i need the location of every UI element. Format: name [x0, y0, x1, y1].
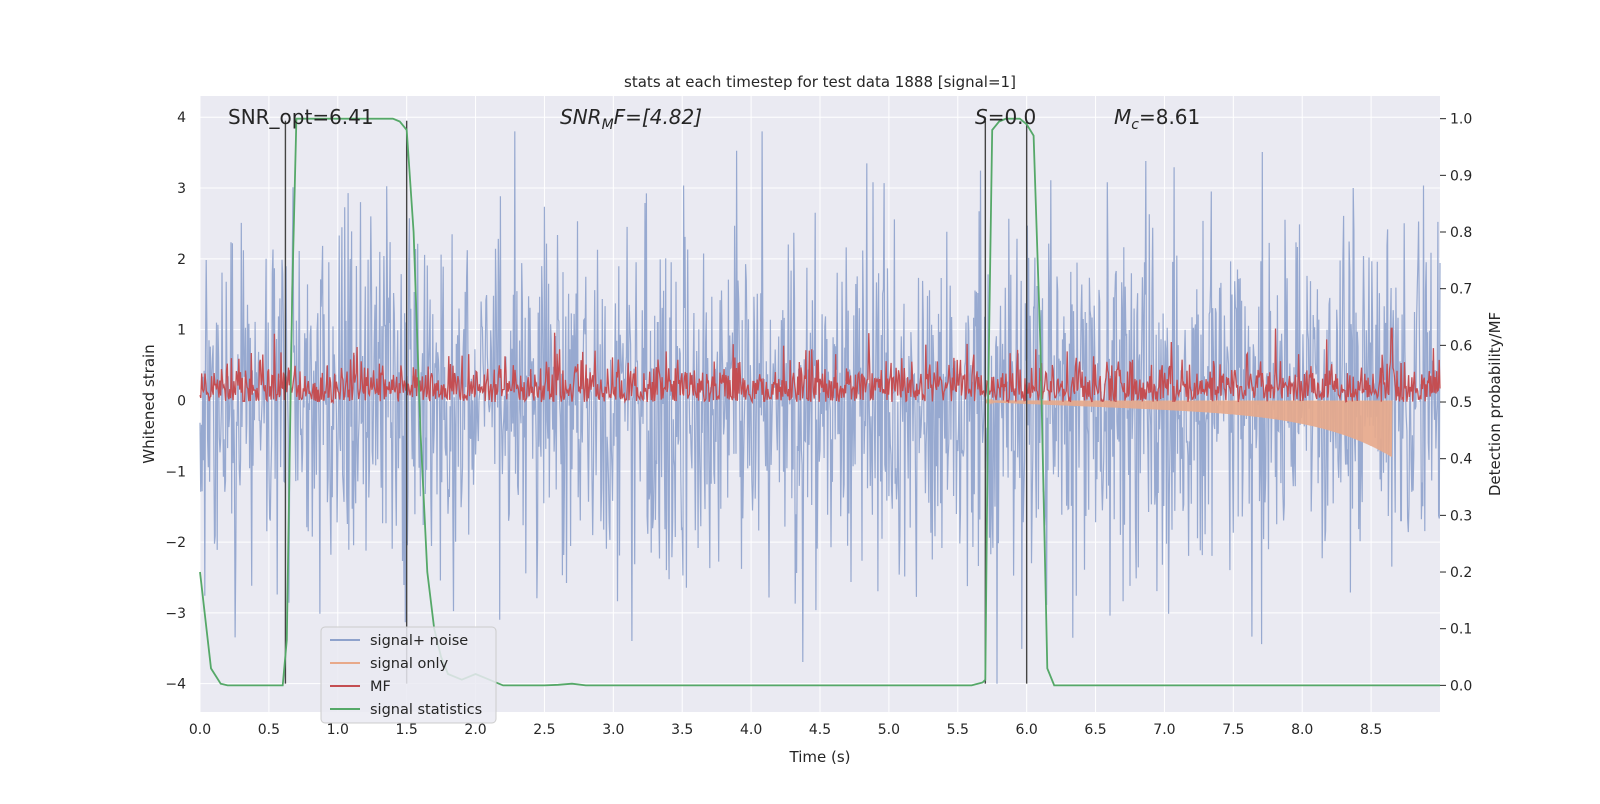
x-tick-label: 8.5	[1360, 722, 1382, 738]
y-tick-label-left: 2	[177, 252, 186, 268]
x-tick-label: 6.5	[1084, 722, 1106, 738]
y-tick-label-right: 0.8	[1450, 225, 1472, 241]
x-tick-label: 5.0	[878, 722, 900, 738]
svg-text:signal only: signal only	[370, 656, 449, 672]
legend: signal+ noise signal only MF signal stat…	[320, 626, 497, 724]
x-ticks: 0.0 0.5 1.0 1.5 2.0 2.5 3.0 3.5 4.0 4.5 5.0 5.5 6.0 6…	[189, 722, 1382, 738]
x-tick-label: 1.5	[396, 722, 418, 738]
x-tick-label: 7.0	[1153, 722, 1175, 738]
y-ticks-left: 4 3 2 1 0 −1 −2 −3 −4	[165, 110, 186, 692]
annotation-snr-opt: SNR_opt=6.41	[228, 105, 374, 129]
x-tick-label: 4.0	[740, 722, 762, 738]
x-tick-label: 8.0	[1291, 722, 1313, 738]
y-tick-label-right: 0.5	[1450, 395, 1472, 411]
x-axis-label: Time (s)	[789, 748, 851, 766]
y-axis-label-right: Detection probability/MF	[1486, 312, 1504, 496]
y-tick-label-right: 1.0	[1450, 112, 1472, 128]
x-tick-label: 5.5	[947, 722, 969, 738]
annotation-mc: Mc=8.61	[1114, 105, 1200, 133]
annotation-snr-mf: SNRMF=[4.82]	[560, 105, 702, 133]
y-tick-label-left: −3	[165, 606, 186, 622]
x-tick-label: 0.5	[258, 722, 280, 738]
y-axis-label-left: Whitened strain	[140, 344, 158, 463]
legend-item-signal-statistics: signal statistics	[330, 702, 482, 718]
x-tick-label: 7.5	[1222, 722, 1244, 738]
legend-item-mf: MF	[330, 679, 391, 695]
y-tick-label-right: 0.9	[1450, 168, 1472, 184]
legend-item-signal-only: signal only	[330, 656, 449, 672]
y-tick-label-right: 0.3	[1450, 508, 1472, 524]
y-tick-label-right: 0.4	[1450, 452, 1472, 468]
x-tick-label: 3.5	[671, 722, 693, 738]
y-tick-label-right: 0.2	[1450, 565, 1472, 581]
y-tick-label-left: 1	[177, 323, 186, 339]
vertical-markers	[284, 120, 1028, 684]
y-tick-label-left: −4	[165, 677, 186, 693]
y-ticks-right: 1.0 0.9 0.8 0.7 0.6 0.5 0.4 0.3 0.2 0.1 0.0	[1440, 112, 1472, 694]
annotation-s: S=0.0	[975, 105, 1036, 129]
y-tick-label-left: −1	[165, 464, 186, 480]
y-tick-label-right: 0.7	[1450, 282, 1472, 298]
chart-title: stats at each timestep for test data 188…	[624, 73, 1016, 91]
x-tick-label: 3.0	[602, 722, 624, 738]
x-tick-label: 4.5	[809, 722, 831, 738]
y-tick-label-left: 4	[177, 110, 186, 126]
y-tick-label-left: −2	[165, 535, 186, 551]
y-tick-label-right: 0.6	[1450, 338, 1472, 354]
svg-text:MF: MF	[370, 679, 391, 695]
x-tick-label: 6.0	[1016, 722, 1038, 738]
x-tick-label: 2.0	[464, 722, 486, 738]
y-tick-label-left: 3	[177, 181, 186, 197]
y-tick-label-right: 0.1	[1450, 622, 1472, 638]
svg-text:signal statistics: signal statistics	[370, 702, 482, 718]
y-tick-label-left: 0	[177, 393, 186, 409]
y-tick-label-right: 0.0	[1450, 678, 1472, 694]
legend-box	[320, 626, 497, 724]
x-tick-label: 0.0	[189, 722, 211, 738]
legend-item-signal-noise: signal+ noise	[330, 633, 468, 649]
x-tick-label: 1.0	[327, 722, 349, 738]
x-tick-label: 2.5	[533, 722, 555, 738]
svg-text:signal+ noise: signal+ noise	[370, 633, 468, 649]
